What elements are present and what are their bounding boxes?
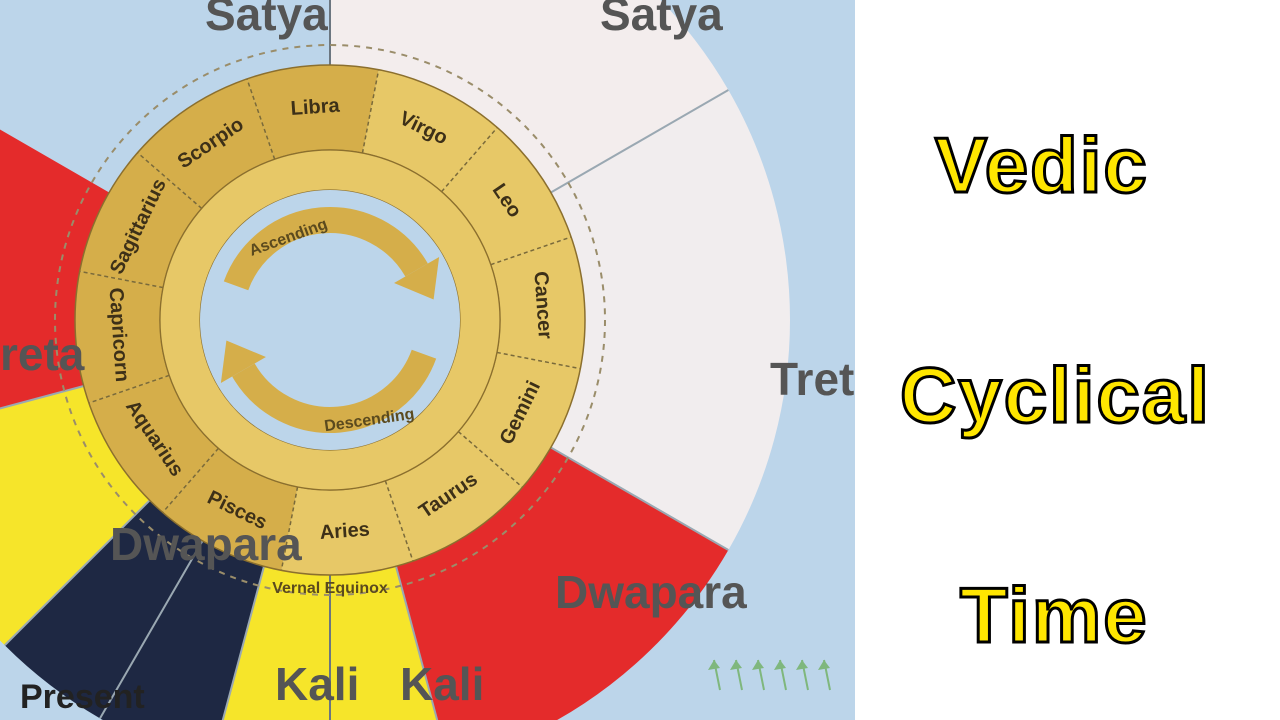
yuga-label-treta_left: reta xyxy=(0,328,85,380)
title-word-cyclical: Cyclical xyxy=(900,350,1211,441)
title-word-time: Time xyxy=(960,570,1149,661)
yuga-label-kali_left: Kali xyxy=(275,658,359,710)
yuga-label-kali_right: Kali xyxy=(400,658,484,710)
yuga-label-treta_right: Treta xyxy=(770,353,855,405)
yuga-label-dwapara_left: Dwapara xyxy=(110,518,302,570)
yuga-cycle-diagram: Satya Satya Treta Dwapara Kali Kali Dwapara ret… xyxy=(0,0,855,720)
yuga-label-satya_left: Satya xyxy=(205,0,328,40)
vernal-equinox-label: Vernal Equinox xyxy=(272,580,388,597)
zodiac-label-libra: Libra xyxy=(290,95,341,120)
yuga-label-dwapara_right: Dwapara xyxy=(555,566,747,618)
title-word-vedic: Vedic xyxy=(935,120,1149,211)
yuga-label-satya_right: Satya xyxy=(600,0,723,40)
present-label: Present xyxy=(20,678,145,716)
zodiac-label-aries: Aries xyxy=(319,519,370,544)
